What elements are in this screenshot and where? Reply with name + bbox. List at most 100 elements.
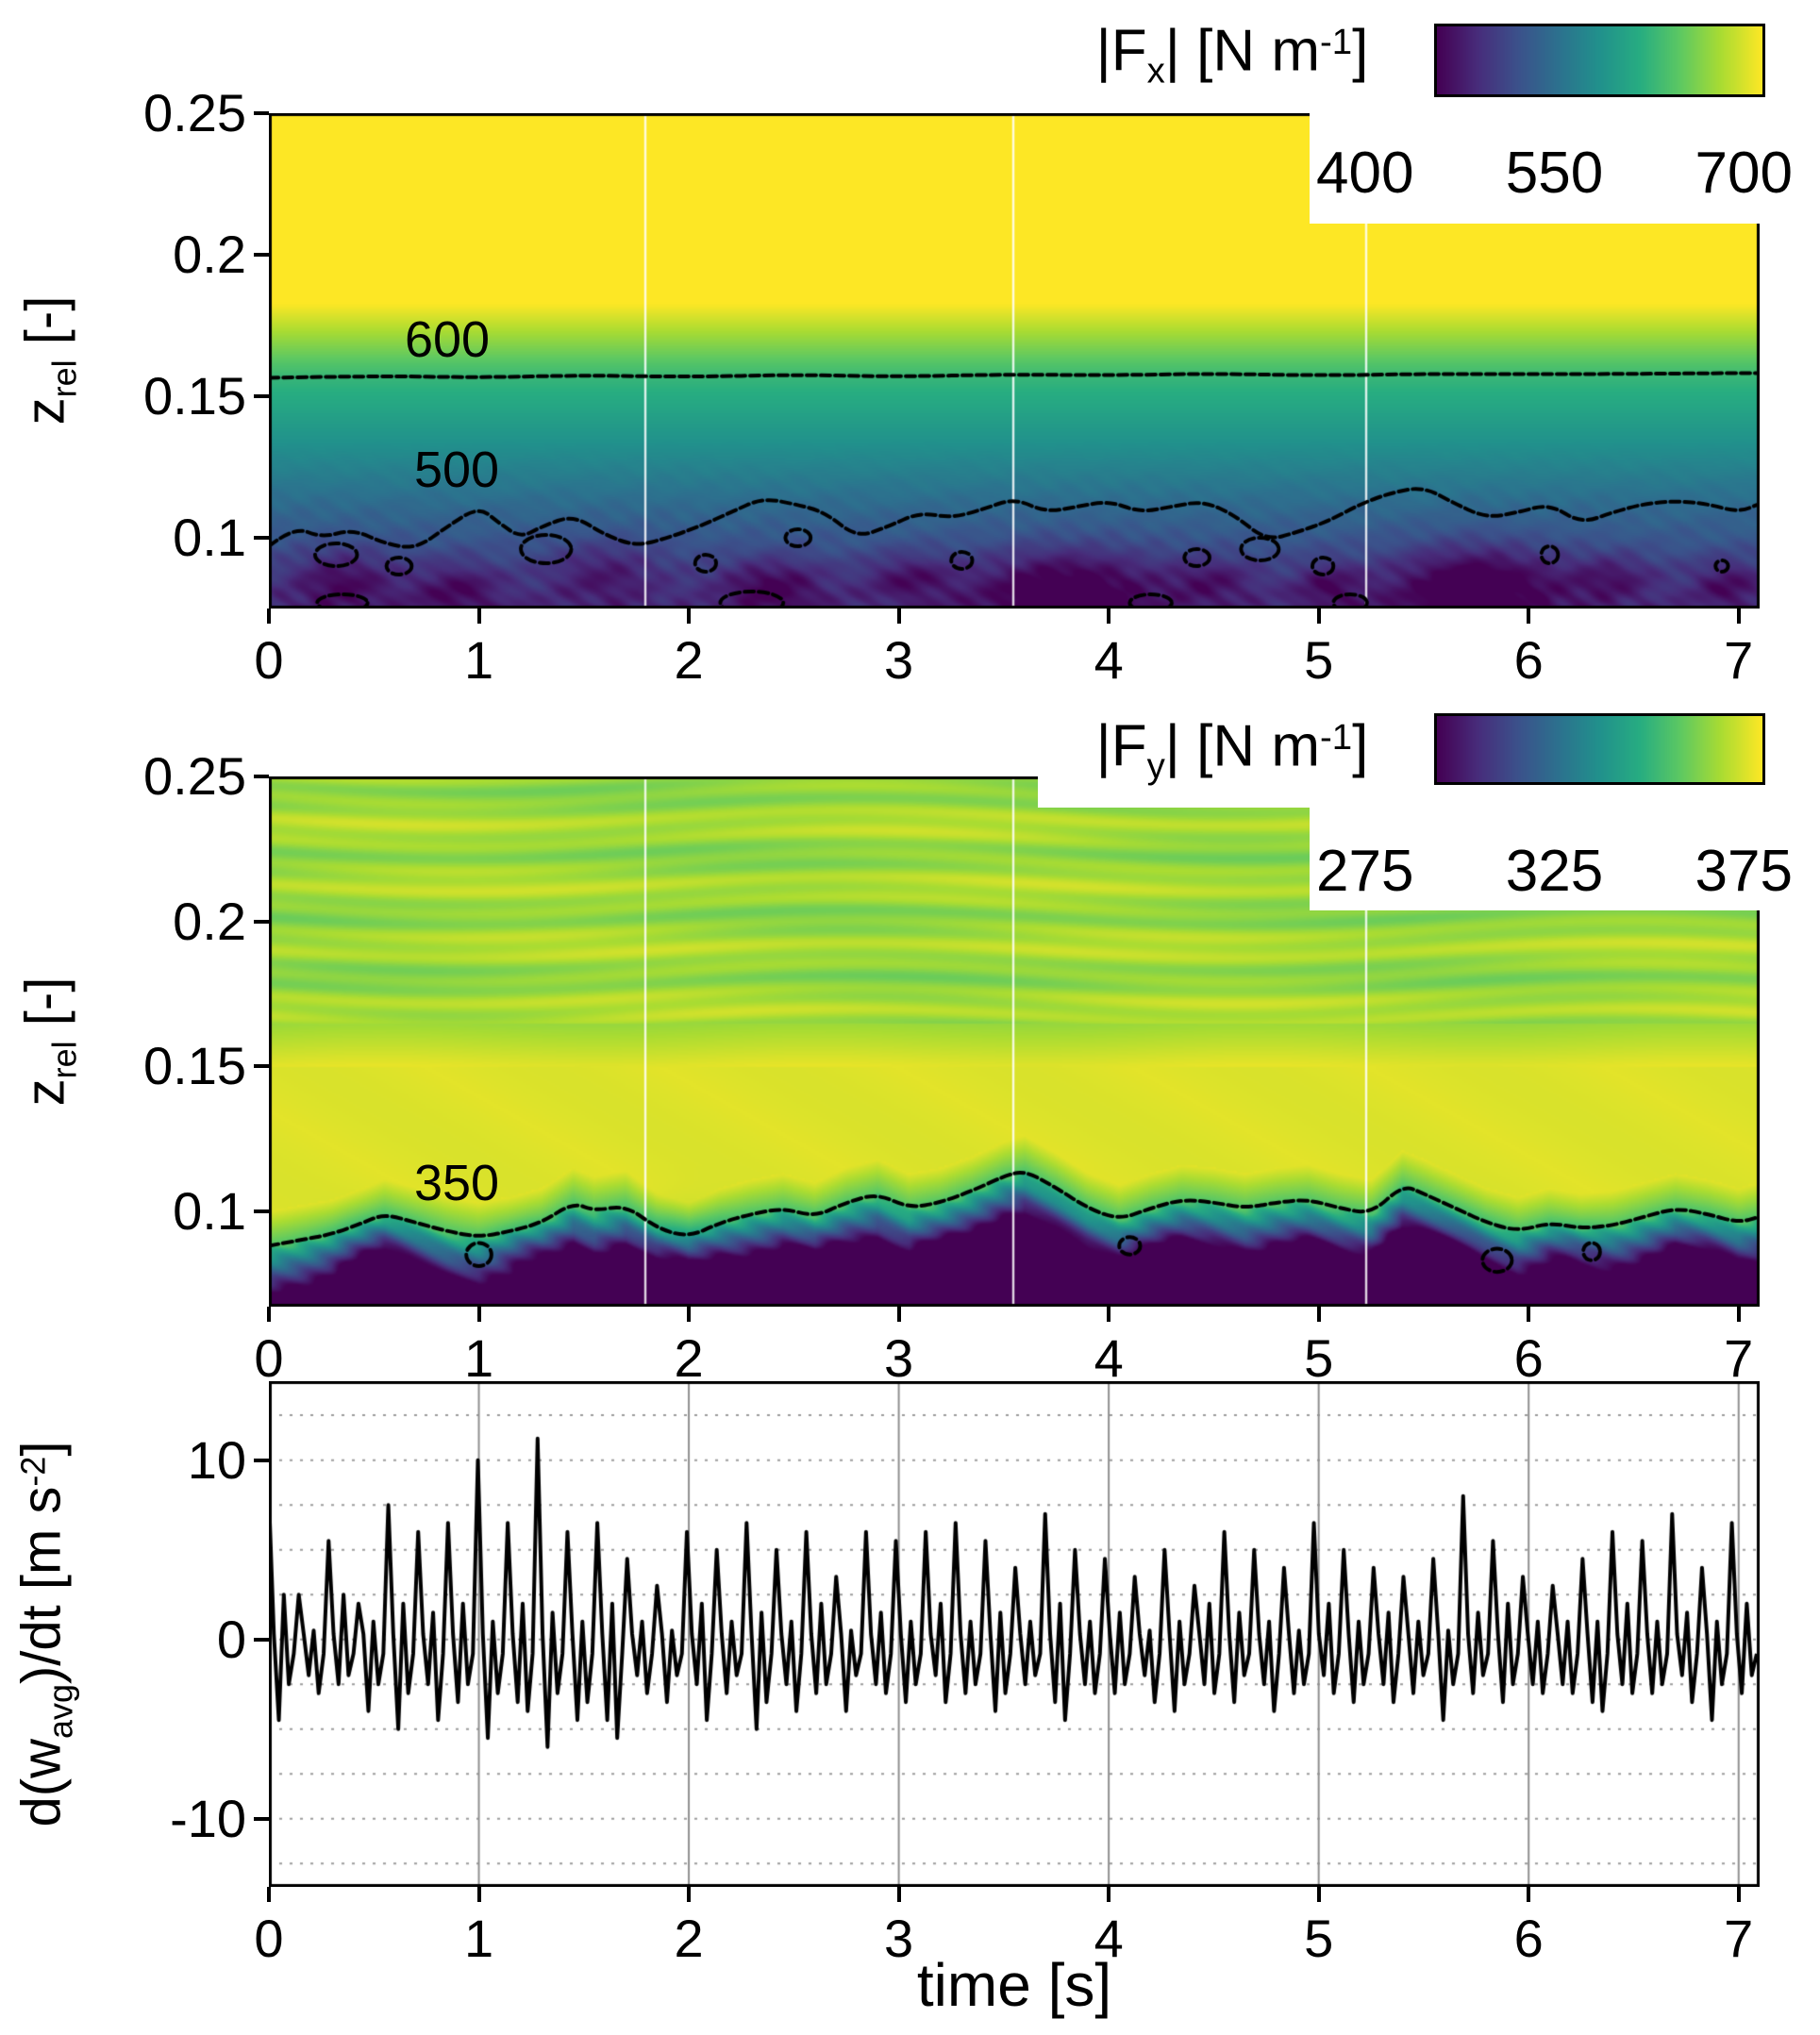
x-tick-label: 7: [1724, 630, 1754, 690]
x-tick-label: 0: [254, 630, 284, 690]
x-tick: [896, 609, 901, 624]
x-tick: [896, 1307, 901, 1322]
y-tick: [254, 919, 269, 924]
x-tick: [1527, 1887, 1531, 1902]
y-tick: [254, 253, 269, 257]
x-tick: [476, 1307, 481, 1322]
x-tick-label: 4: [1094, 630, 1124, 690]
y-tick-label: 0.25: [143, 746, 246, 806]
y-tick: [254, 1637, 269, 1642]
fx-colorbar-label-mid: 550: [1505, 141, 1604, 206]
x-tick: [1107, 609, 1111, 624]
y-tick: [254, 111, 269, 115]
x-tick-label: 7: [1724, 1909, 1754, 1968]
fy-colorbar-label-min: 275: [1316, 839, 1414, 904]
fy-colorbar-label-max: 375: [1695, 839, 1793, 904]
fx-colorbar-label-max: 700: [1695, 141, 1793, 206]
x-tick: [1316, 1887, 1321, 1902]
x-tick: [1316, 609, 1321, 624]
y-tick-label: 0.2: [173, 891, 246, 951]
y-tick-label: 0.2: [173, 225, 246, 284]
fx-title-sub: x: [1146, 50, 1165, 92]
x-tick: [267, 609, 271, 624]
fy-title-mid: | [N m: [1164, 713, 1320, 779]
fx-title-mid: | [N m: [1164, 18, 1320, 84]
dwdt-line-canvas: [269, 1381, 1760, 1887]
y-tick: [254, 1209, 269, 1213]
x-tick-label: 0: [254, 1328, 284, 1388]
y-tick: [254, 1064, 269, 1069]
fy-colorbar-label-mid: 325: [1505, 839, 1604, 904]
y-tick-label: 0.15: [143, 366, 246, 425]
fx-colorbar-label-min: 400: [1316, 141, 1414, 206]
y-tick-label: 10: [187, 1429, 246, 1490]
x-tick-label: 4: [1094, 1328, 1124, 1388]
x-tick: [687, 1887, 692, 1902]
fx-title-post: ]: [1352, 18, 1369, 84]
fx-ylabel-post: [-]: [14, 295, 76, 360]
fx-colorbar-label-notch: [1310, 110, 1820, 224]
y-tick: [254, 775, 269, 778]
x-tick: [1316, 1307, 1321, 1322]
fx-colorbar: [1434, 24, 1765, 97]
fx-colorbar-labels: 400 550 700: [1316, 140, 1793, 207]
x-tick-label: 6: [1513, 1328, 1544, 1388]
fy-colorbar-labels: 275 325 375: [1316, 838, 1793, 905]
y-tick: [254, 536, 269, 540]
x-tick-label: 6: [1513, 630, 1544, 690]
fx-title-pre: |F: [1095, 18, 1147, 84]
fx-title-sup: -1: [1320, 21, 1353, 62]
fy-title-sub: y: [1146, 745, 1165, 787]
contour-label-350: 350: [413, 1155, 500, 1211]
x-tick-label: 0: [254, 1909, 284, 1968]
y-tick-label: -10: [170, 1788, 246, 1848]
x-tick: [687, 609, 692, 624]
y-tick: [254, 1816, 269, 1821]
x-tick: [1736, 1307, 1741, 1322]
x-tick-label: 3: [884, 630, 914, 690]
y-tick-label: 0.1: [173, 508, 246, 567]
y-tick-label: 0.1: [173, 1180, 246, 1241]
time-axis-label: time [s]: [916, 1951, 1112, 2019]
x-tick: [687, 1307, 692, 1322]
x-tick-label: 2: [674, 1909, 704, 1968]
contour-label-500: 500: [413, 442, 500, 498]
x-tick: [1527, 1307, 1531, 1322]
x-tick-label: 1: [463, 1328, 494, 1388]
contour-label-600: 600: [404, 311, 491, 368]
fy-title-sup: -1: [1320, 716, 1353, 758]
x-tick: [896, 1887, 901, 1902]
fy-title-notch: [1038, 772, 1436, 808]
fy-colorbar: [1434, 713, 1765, 785]
x-tick: [1107, 1307, 1111, 1322]
x-tick: [1527, 609, 1531, 624]
fx-title: |Fx| [N m-1]: [1096, 17, 1369, 92]
fy-heatmap-plot: 350: [269, 776, 1760, 1307]
x-tick-label: 3: [884, 1909, 914, 1968]
x-tick-label: 1: [463, 630, 494, 690]
x-tick: [1107, 1887, 1111, 1902]
x-tick-label: 3: [884, 1328, 914, 1388]
x-tick-label: 5: [1304, 1909, 1334, 1968]
x-tick-label: 5: [1304, 630, 1334, 690]
fy-title-post: ]: [1352, 713, 1369, 779]
x-tick-label: 2: [674, 1328, 704, 1388]
dwdt-line-plot: [269, 1381, 1760, 1887]
x-tick-label: 5: [1304, 1328, 1334, 1388]
x-tick: [267, 1307, 271, 1322]
fy-ylabel-post: [-]: [14, 976, 76, 1042]
x-tick: [476, 1887, 481, 1902]
x-tick: [1736, 609, 1741, 624]
y-tick-label: 0: [216, 1609, 246, 1669]
x-tick-label: 2: [674, 630, 704, 690]
dwdt-ylabel-sub: avg: [41, 1684, 80, 1740]
y-tick-label: 0.15: [143, 1036, 246, 1096]
x-tick: [267, 1887, 271, 1902]
y-tick: [254, 1458, 269, 1462]
x-tick-label: 6: [1513, 1909, 1544, 1968]
x-tick-label: 7: [1724, 1328, 1754, 1388]
x-tick: [476, 609, 481, 624]
fy-title-pre: |F: [1095, 713, 1147, 779]
x-tick: [1736, 1887, 1741, 1902]
